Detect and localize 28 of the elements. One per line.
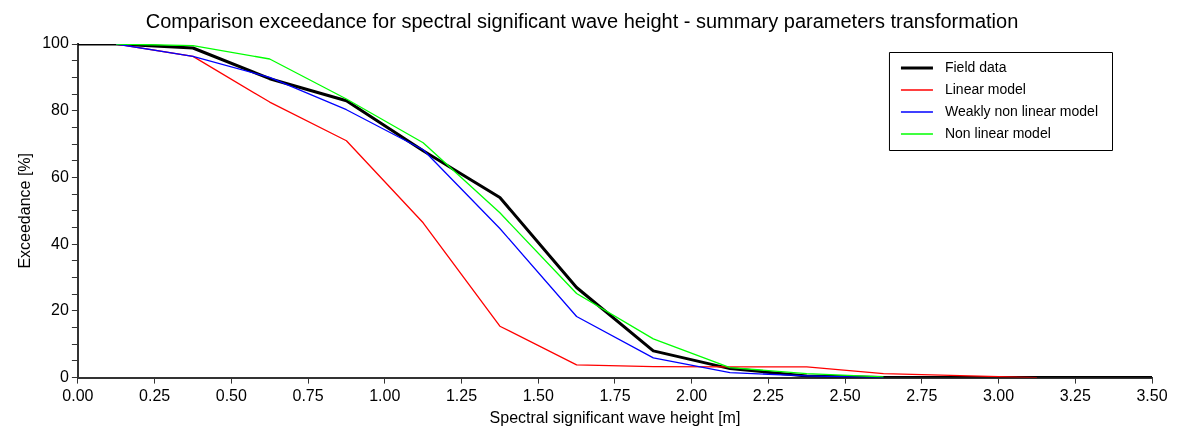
y-tick-label: 60 [51, 167, 69, 185]
legend-label: Non linear model [944, 124, 1051, 141]
x-tick-label: 2.50 [829, 386, 861, 404]
legend-label: Weakly non linear model [944, 102, 1098, 119]
chart-title: Comparison exceedance for spectral significant wave height - summary parameters transformation [145, 9, 1019, 32]
x-tick-label: 1.50 [522, 386, 554, 404]
x-tick-label: 2.75 [906, 386, 938, 404]
x-tick-label: 0.50 [215, 386, 248, 404]
x-tick-label: 1.25 [445, 386, 478, 404]
x-tick-label: 2.00 [676, 386, 708, 404]
x-tick-label: 1.00 [369, 386, 401, 404]
x-tick-label: 0.25 [139, 386, 171, 404]
x-axis-title: Spectral significant wave height [m] [489, 408, 741, 426]
y-axis-title: Exceedance [%] [16, 152, 34, 269]
legend-label: Linear model [944, 80, 1026, 97]
y-tick-label: 100 [42, 34, 69, 52]
x-tick-label: 3.00 [982, 386, 1015, 404]
x-tick-label: 0.75 [292, 386, 324, 404]
legend-label: Field data [944, 58, 1007, 75]
x-tick-label: 2.25 [752, 386, 785, 404]
y-tick-label: 20 [51, 301, 69, 319]
x-tick-label: 3.25 [1059, 386, 1091, 404]
x-tick-label: 0.00 [62, 386, 94, 404]
x-tick-label: 1.75 [599, 386, 631, 404]
y-tick-label: 0 [59, 368, 69, 386]
x-tick-label: 3.50 [1136, 386, 1168, 404]
y-tick-label: 80 [51, 101, 69, 119]
y-tick-label: 40 [51, 234, 69, 252]
